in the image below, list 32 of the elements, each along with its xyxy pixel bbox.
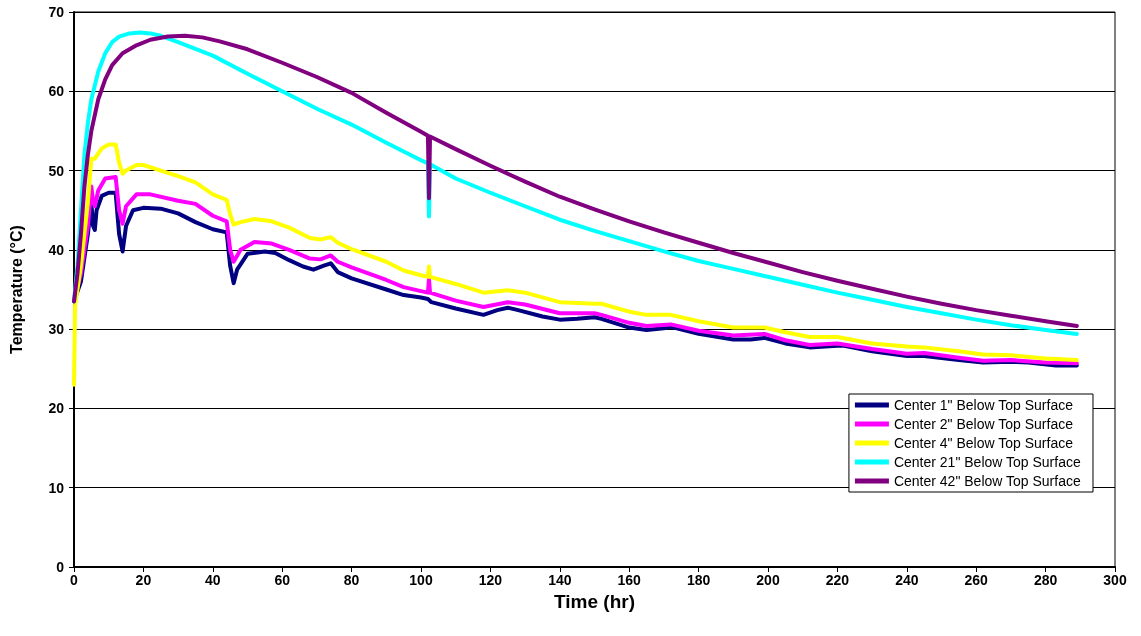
y-tick-label: 30 bbox=[48, 321, 65, 338]
x-tick-label: 160 bbox=[617, 572, 642, 588]
x-tick-label: 120 bbox=[478, 572, 503, 588]
x-tick-label: 20 bbox=[135, 572, 152, 588]
x-tick-label: 240 bbox=[895, 572, 919, 588]
x-tick-label: 260 bbox=[964, 572, 989, 588]
y-tick-label: 10 bbox=[48, 479, 65, 496]
line-series bbox=[72, 142, 1079, 387]
x-tick-label: 280 bbox=[1033, 572, 1058, 588]
x-tick-label: 80 bbox=[343, 572, 360, 588]
x-axis-title: Time (hr) bbox=[554, 590, 635, 612]
x-tick-label: 100 bbox=[409, 572, 433, 588]
legend-label: Center 1" Below Top Surface bbox=[893, 397, 1074, 413]
y-tick-label: 20 bbox=[48, 400, 65, 417]
legend-label: Center 42" Below Top Surface bbox=[893, 473, 1081, 489]
x-tick-label: 140 bbox=[548, 572, 572, 588]
x-tick-label: 200 bbox=[756, 572, 780, 588]
x-tick-label: 220 bbox=[825, 572, 850, 588]
y-tick-label: 60 bbox=[48, 83, 65, 100]
legend-label: Center 4" Below Top Surface bbox=[893, 435, 1074, 451]
x-tick-label: 60 bbox=[274, 572, 291, 588]
x-tick-label: 40 bbox=[205, 572, 221, 588]
x-tick-label: 300 bbox=[1103, 572, 1127, 588]
y-tick-label: 40 bbox=[48, 241, 65, 258]
legend-label: Center 21" Below Top Surface bbox=[893, 454, 1081, 470]
y-tick-label: 50 bbox=[48, 162, 65, 179]
y-axis-title: Temperature (°C) bbox=[7, 225, 25, 354]
x-tick-label: 0 bbox=[70, 572, 79, 588]
x-tick-label: 180 bbox=[686, 572, 711, 588]
y-tick-label: 0 bbox=[56, 559, 65, 575]
y-tick-label: 70 bbox=[48, 4, 65, 20]
legend-label: Center 2" Below Top Surface bbox=[893, 416, 1074, 432]
